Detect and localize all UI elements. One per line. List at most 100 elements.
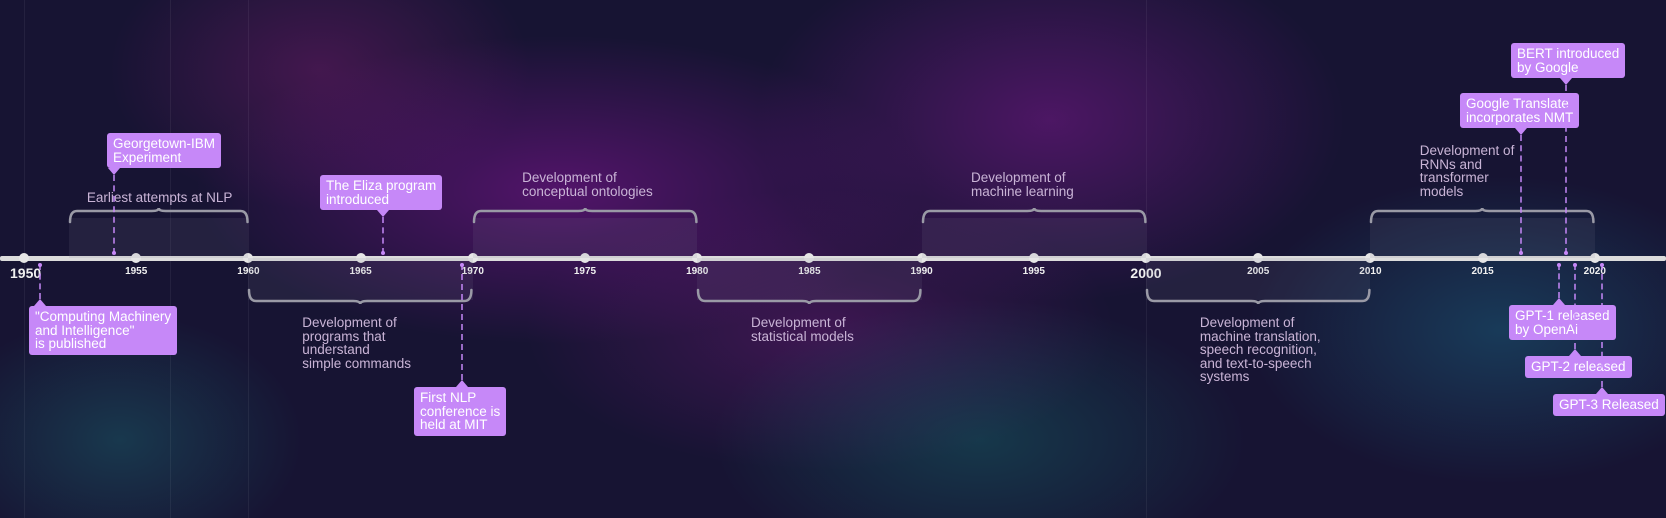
bracket-path [472,207,698,224]
period-label-line: Development of [751,315,846,330]
period-shade [1146,258,1371,300]
period-label-line: Development of [302,315,397,330]
period-label-line: models [1419,183,1464,199]
event-dot [1556,263,1561,267]
year-tick [467,253,478,263]
period-shade [697,258,922,300]
period-label-line: Development of [1199,315,1295,330]
period-shade [248,258,473,300]
bracket-path [696,288,922,305]
event-pointer [377,210,390,217]
event-label: "Computing Machinery and Intelligence" is … [29,306,178,355]
bracket-path [1145,288,1371,305]
event-label-line: GPT-3 Released [1559,397,1659,412]
event-leader [1600,264,1603,387]
event-dot [459,263,464,267]
bracket-path [248,288,474,305]
year-tick [916,253,927,263]
event-label-line: held at MIT [420,417,488,432]
year-tick [243,253,254,263]
event-dot [1563,251,1568,255]
year-tick [804,253,815,263]
year-label: 1950 [10,265,42,281]
period-label-line: Earliest attempts at NLP [86,190,233,205]
period-shade [68,218,249,258]
event-dot [381,251,386,255]
period-bracket [1370,207,1596,224]
event-pointer [1595,387,1608,394]
period-label: Development of RNNs and transformer models [1420,144,1515,198]
event-dot [111,251,116,255]
period-bracket [248,288,474,305]
year-tick [1028,253,1039,263]
event-leader [1557,264,1560,298]
year-tick [1477,253,1488,263]
year-tick [580,253,590,263]
event-label-line: BERT introduced [1517,46,1620,61]
period-label: Development of machine translation, speech… [1200,316,1321,384]
event-label: GPT-2 released [1525,356,1632,378]
event-dot [37,263,42,267]
period-label-line: statistical models [751,328,854,344]
event-dot [1518,251,1523,255]
period-label-line: programs that [302,328,386,344]
event-pointer [455,380,468,387]
period-label: Development of machine learning [971,171,1074,198]
period-bracket [921,207,1147,224]
event-label: First NLP conference is held at MIT [414,387,507,436]
event-dot [1599,263,1604,267]
year-label: 1975 [573,266,597,277]
period-bracket [696,288,922,305]
year-label: 1955 [125,266,148,277]
period-bracket [68,207,249,224]
period-label-line: conceptual ontologies [522,183,653,199]
year-tick [131,253,142,263]
period-label-line: machine learning [970,183,1074,199]
event-label-line: is published [35,336,107,351]
year-label: 1985 [798,266,821,277]
year-tick [1253,253,1264,263]
year-tick [692,253,703,263]
event-dot [1572,263,1577,267]
year-label: 1990 [910,266,933,277]
event-label: BERT introduced by Google [1511,43,1626,78]
period-label-line: Development of [1419,143,1515,158]
period-bracket [472,207,698,224]
period-label-line: understand [302,342,370,357]
event-pointer [1568,349,1581,356]
event-label: Google Translate incorporates NMT [1460,93,1580,128]
event-pointer [1514,128,1527,135]
event-label-line: by OpenAi [1515,321,1579,337]
event-pointer [107,168,120,175]
year-tick [19,253,29,263]
year-tick [1141,253,1151,263]
period-label: Earliest attempts at NLP [87,191,233,205]
bracket-path [68,207,249,224]
year-tick [1365,253,1376,263]
year-label: 1965 [349,266,372,277]
period-bracket [1145,288,1371,305]
event-leader [1519,135,1522,254]
event-pointer [33,299,46,306]
event-label-line: The Eliza program [326,178,437,193]
event-leader [1564,85,1567,254]
period-label: Development of conceptual ontologies [522,171,653,198]
event-label-line: Georgetown-IBM [113,136,216,151]
event-leader [460,264,463,380]
event-pointer [1552,298,1565,305]
event-label-line: introduced [326,191,390,207]
period-label-line: transformer [1419,170,1489,185]
event-label-line: by Google [1517,59,1579,75]
event-label-line: and Intelligence" [35,322,135,338]
period-label-line: and text-to-speech [1199,355,1312,371]
period-label: Development of programs that understand sim… [302,316,411,370]
period-label-line: RNNs and [1419,156,1483,172]
period-label-line: systems [1199,369,1250,384]
event-label: The Eliza program introduced [320,175,443,210]
event-pointer [1559,78,1572,85]
year-label: 2020 [1583,266,1606,277]
bracket-path [1370,207,1596,224]
event-label-line: First NLP [420,390,477,405]
event-label: Georgetown-IBM Experiment [107,133,222,168]
